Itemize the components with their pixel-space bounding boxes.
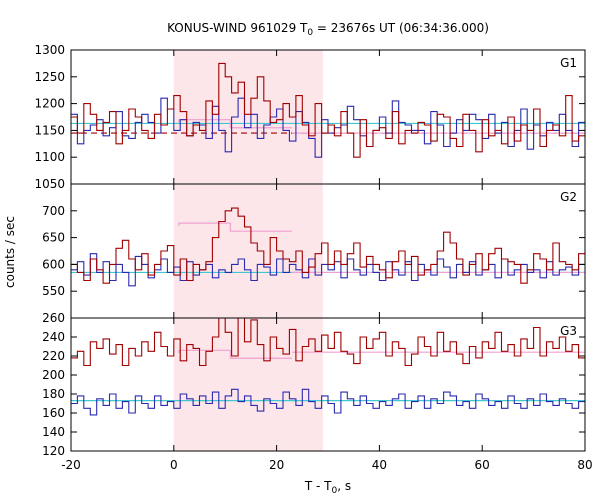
x-tick-label: 60: [475, 458, 490, 472]
y-tick-label: 220: [42, 349, 65, 363]
y-axis-label: counts / sec: [3, 216, 17, 288]
y-tick-label: 260: [42, 311, 65, 325]
panel-g1-plot: [71, 62, 585, 158]
panel-label-g2: G2: [560, 190, 577, 204]
panel-label-g1: G1: [560, 56, 577, 70]
y-tick-label: 600: [42, 257, 65, 271]
series-red-g2: [71, 207, 585, 284]
y-tick-label: 700: [42, 204, 65, 218]
frame-layer: [70, 49, 586, 452]
y-tick-label: 120: [42, 444, 65, 458]
series-red-g1: [71, 62, 585, 158]
x-tick-label: 40: [372, 458, 387, 472]
series-red-g3: [71, 318, 585, 367]
series-blue-g3: [71, 388, 585, 416]
series-blue-g1: [71, 97, 585, 158]
chart-title: KONUS-WIND 961029 T0 = 23676s UT (06:34:…: [167, 21, 489, 38]
y-tick-label: 1300: [34, 43, 65, 57]
x-tick-label: 80: [577, 458, 592, 472]
y-tick-label: 140: [42, 425, 65, 439]
x-axis-label: T - T0, s: [304, 479, 351, 496]
series-blue-g2: [71, 253, 585, 287]
label-layer: KONUS-WIND 961029 T0 = 23676s UT (06:34:…: [3, 21, 593, 496]
y-tick-label: 1200: [34, 97, 65, 111]
y-tick-label: 160: [42, 406, 65, 420]
y-tick-label: 1250: [34, 70, 65, 84]
y-tick-label: 1100: [34, 150, 65, 164]
x-tick-label: 20: [269, 458, 284, 472]
interval-average-red: [178, 349, 293, 359]
y-tick-label: 200: [42, 368, 65, 382]
x-tick-label: -20: [61, 458, 81, 472]
panel-g2-plot: [71, 207, 585, 287]
y-tick-label: 650: [42, 231, 65, 245]
panel-frame-g3: [70, 317, 586, 452]
y-tick-label: 180: [42, 387, 65, 401]
y-tick-label: 1150: [34, 123, 65, 137]
panel-g3-plot: [71, 318, 585, 416]
y-tick-label: 240: [42, 330, 65, 344]
x-tick-label: 0: [170, 458, 178, 472]
y-tick-label: 550: [42, 284, 65, 298]
plot-layer: [71, 62, 585, 416]
panel-label-g3: G3: [560, 324, 577, 338]
y-tick-label: 1050: [34, 177, 65, 191]
